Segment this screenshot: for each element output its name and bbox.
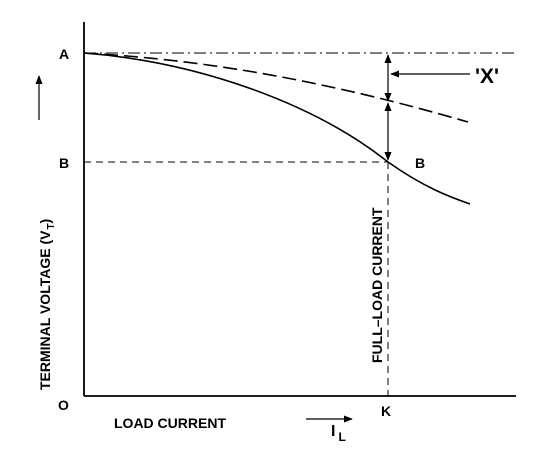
point-k-label: K: [381, 403, 391, 419]
dashed-curve: [83, 52, 469, 123]
x-axis-symbol-sub: L: [338, 430, 345, 444]
x-axis-symbol-main: I: [331, 423, 335, 440]
y-axis-label-sub: T: [46, 223, 57, 229]
terminal-voltage-curve: [83, 52, 471, 205]
point-b-axis-label: B: [59, 155, 69, 171]
origin-label: O: [58, 397, 69, 413]
point-a-label: A: [59, 46, 69, 62]
y-axis-label: TERMINAL VOLTAGE (VT): [37, 219, 57, 390]
point-b-curve-label: B: [415, 155, 425, 171]
x-marker-label: 'X': [475, 65, 499, 88]
full-load-current-label: FULL–LOAD CURRENT: [369, 207, 385, 363]
y-axis-label-close: ): [37, 219, 53, 224]
x-axis-label: LOAD CURRENT: [114, 415, 226, 431]
y-axis-label-main: TERMINAL VOLTAGE (V: [37, 230, 53, 390]
